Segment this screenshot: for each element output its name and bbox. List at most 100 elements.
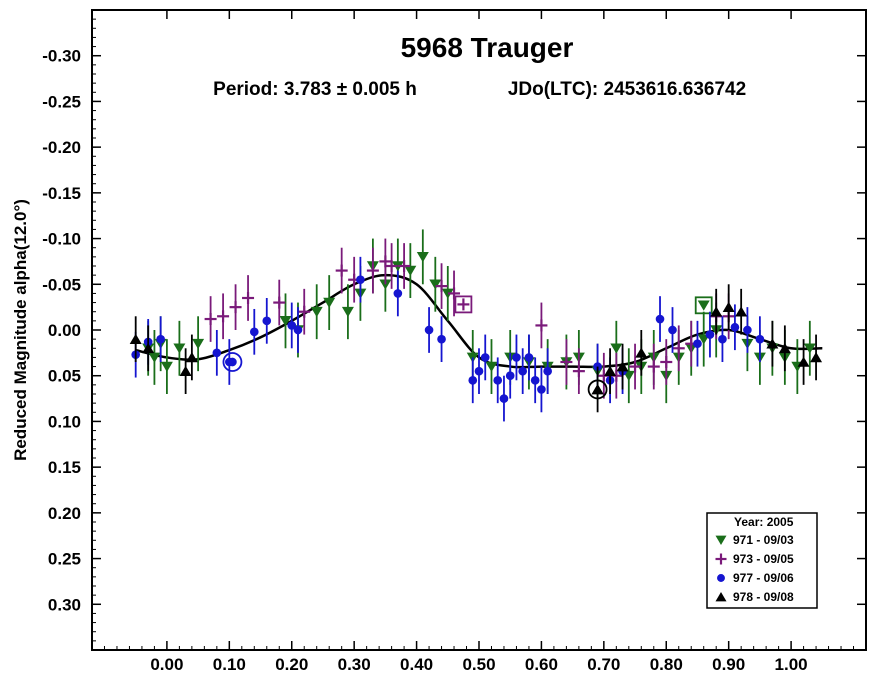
data-point [537,385,546,394]
chart-subtitle-period: Period: 3.783 ± 0.005 h [213,79,417,100]
data-point [474,366,484,376]
data-point [179,365,192,376]
epoch-marker-square [694,296,713,315]
data-point [293,325,303,335]
data-point [385,260,398,272]
data-point [229,301,242,314]
chart-subtitle-epoch: JDo(LTC): 2453616.636742 [508,79,746,100]
data-point [722,301,735,312]
y-tick-label: 0.05 [48,367,81,386]
data-point [366,264,379,277]
data-point [468,375,478,385]
data-point [142,342,155,354]
data-point [393,289,403,298]
x-tick-label: 0.50 [462,655,495,674]
data-point [129,333,142,344]
x-tick-label: 0.10 [213,655,246,674]
x-tick-label: 0.90 [712,655,745,674]
y-tick-label: -0.25 [42,92,81,111]
y-tick-label: 0.20 [48,504,81,523]
data-point [379,279,392,290]
data-point [693,339,702,349]
y-axis-label: Reduced Magnitude alpha(12.0°) [11,199,30,461]
data-point [629,360,642,373]
data-point [743,325,752,335]
data-point [660,356,673,368]
y-tick-label: 0.15 [48,458,81,477]
data-point [298,305,311,318]
data-point [310,306,323,318]
data-point [379,255,392,268]
series-3 [131,256,765,422]
legend-label: 978 - 09/08 [733,590,794,604]
data-point [398,260,411,272]
data-point [404,265,417,276]
legend-label: 971 - 09/03 [733,533,794,547]
data-point [485,361,498,372]
legend-title: Year: 2005 [734,515,794,529]
data-point [160,361,173,372]
data-point [755,334,765,344]
data-point [668,325,677,335]
data-point [778,342,791,354]
epoch-data-point [591,384,604,395]
legend-label: 977 - 09/06 [733,571,794,585]
data-point [441,288,454,299]
data-point [535,319,548,332]
data-point [730,322,740,332]
data-point [518,366,528,376]
epoch-data-point [228,357,237,367]
legend-label: 973 - 09/05 [733,552,794,566]
y-axis-ticks: -0.30 -0.25 -0.20 -0.15 -0.10 -0.05 0.00 0.05 0.… [42,9,866,651]
data-point [217,310,230,323]
data-point [173,343,186,354]
data-point [572,365,585,378]
data-point [448,287,461,300]
x-tick-label: 1.00 [775,655,808,674]
x-tick-label: 0.40 [400,655,433,674]
data-point [249,327,259,337]
epoch-data-point [457,298,470,311]
data-point [635,347,648,358]
y-tick-label: -0.15 [42,184,81,203]
data-point [429,279,442,290]
data-point [797,356,810,367]
data-point [647,360,660,373]
y-tick-label: -0.10 [42,230,81,249]
data-point [185,352,198,363]
x-tick-label: 0.70 [587,655,620,674]
data-point [242,292,255,304]
epoch-data-point [697,300,710,311]
data-point [803,343,816,354]
data-point [204,313,217,326]
chart-title: 5968 Trauger [401,32,574,63]
data-point [672,342,685,355]
data-point [718,334,727,344]
y-tick-label: -0.05 [42,275,81,294]
series-4 [129,284,823,413]
data-point [435,280,448,293]
data-point [156,334,165,344]
x-tick-label: 0.30 [338,655,371,674]
data-point [493,375,503,385]
data-point [710,306,723,317]
data-point [543,366,552,376]
data-point [810,352,823,363]
data-point [705,330,715,339]
data-point [148,352,161,363]
x-tick-label: 0.20 [275,655,308,674]
data-point [356,275,365,285]
data-point [262,316,272,326]
legend-box [706,512,818,609]
data-point [480,353,490,362]
data-point [323,297,336,308]
data-point [391,261,404,272]
data-point [524,353,534,362]
data-point [766,338,779,349]
legend-marker [715,592,727,602]
data-point [499,394,509,403]
epoch-marker-ring [222,352,243,372]
legend-marker [715,553,727,565]
data-point [335,264,348,277]
data-point [192,338,205,350]
